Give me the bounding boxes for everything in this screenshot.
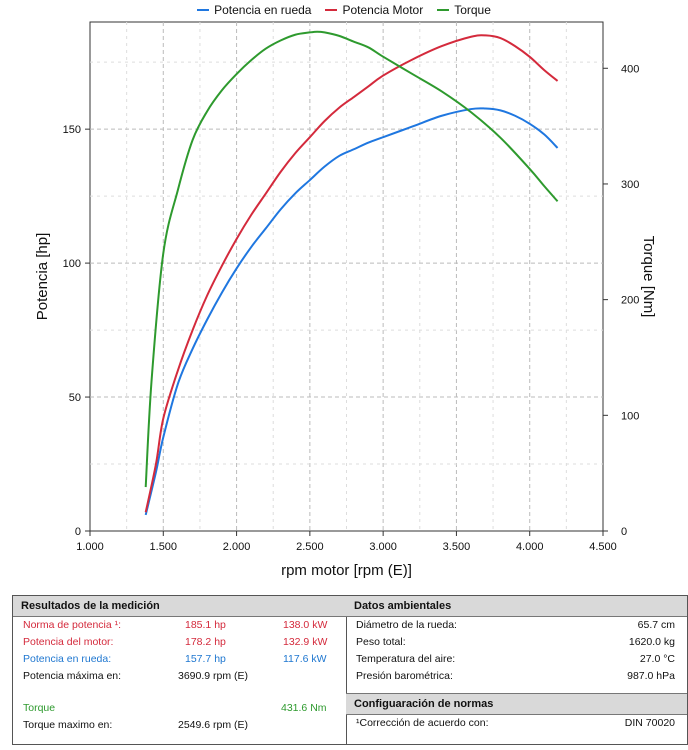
legend-swatch-torque bbox=[437, 9, 450, 11]
legend-item-torque[interactable]: Torque bbox=[437, 3, 491, 17]
norms-row: ¹Corrección de acuerdo con: DIN 70020 bbox=[346, 715, 687, 732]
series-line-torque bbox=[144, 30, 559, 488]
legend-item-rueda[interactable]: Potencia en rueda bbox=[197, 3, 311, 17]
x-tick-label: 2.500 bbox=[296, 541, 324, 553]
result-label: Torque bbox=[23, 702, 56, 714]
x-tick-label: 2.000 bbox=[223, 541, 251, 553]
result-row: Torque 431.6 Nm bbox=[13, 700, 346, 717]
norms-label: ¹Corrección de acuerdo con: bbox=[356, 717, 489, 729]
x-tick-label: 1.500 bbox=[150, 541, 178, 553]
ambient-row: Temperatura del aire: 27.0 °C bbox=[346, 651, 687, 668]
series-line-potencia-en-rueda bbox=[144, 107, 559, 516]
y-left-tick-label: 150 bbox=[63, 124, 81, 136]
y-right-tick-label: 300 bbox=[621, 179, 639, 191]
result-label: Torque maximo en: bbox=[23, 719, 113, 731]
ambient-row: Diámetro de la rueda: 65.7 cm bbox=[346, 617, 687, 634]
y-left-axis-label: Potencia [hp] bbox=[34, 233, 51, 321]
ambient-label: Diámetro de la rueda: bbox=[356, 619, 457, 631]
y-right-tick-label: 400 bbox=[621, 63, 639, 75]
chart-legend: Potencia en rueda Potencia Motor Torque bbox=[0, 3, 688, 17]
result-value-kw: 132.9 kW bbox=[283, 636, 328, 648]
series-line-potencia-motor bbox=[144, 34, 559, 513]
legend-swatch-motor bbox=[325, 9, 338, 11]
result-label: Potencia máxima en: bbox=[23, 670, 122, 682]
result-row: Potencia del motor: 178.2 hp 132.9 kW bbox=[13, 634, 346, 651]
ambient-row: Peso total: 1620.0 kg bbox=[346, 634, 687, 651]
result-label: Potencia en rueda: bbox=[23, 653, 112, 665]
result-row: Potencia en rueda: 157.7 hp 117.6 kW bbox=[13, 651, 346, 668]
ambient-label: Presión barométrica: bbox=[356, 670, 453, 682]
result-label: Potencia del motor: bbox=[23, 636, 114, 648]
ambient-value: 27.0 °C bbox=[639, 653, 675, 665]
result-value-hp: 157.7 hp bbox=[185, 653, 226, 665]
x-axis-label: rpm motor [rpm (E)] bbox=[281, 562, 412, 579]
y-right-axis-label: Torque [Nm] bbox=[640, 236, 657, 318]
legend-label-rueda: Potencia en rueda bbox=[214, 3, 312, 17]
x-tick-label: 3.500 bbox=[443, 541, 471, 553]
norms-section: Configuaración de normas ¹Corrección de … bbox=[346, 693, 687, 732]
ambient-row: Presión barométrica: 987.0 hPa bbox=[346, 668, 687, 685]
result-spacer bbox=[13, 685, 346, 700]
y-left-tick-label: 0 bbox=[75, 526, 81, 538]
legend-item-motor[interactable]: Potencia Motor bbox=[325, 3, 423, 17]
ambient-title: Datos ambientales bbox=[346, 596, 687, 617]
legend-swatch-rueda bbox=[197, 9, 210, 11]
result-value-kw: 138.0 kW bbox=[283, 619, 328, 631]
y-right-tick-label: 200 bbox=[621, 295, 639, 307]
ambient-section: Datos ambientales Diámetro de la rueda: … bbox=[346, 596, 687, 744]
ambient-value: 1620.0 kg bbox=[628, 636, 675, 648]
result-value-rpm: 2549.6 rpm (E) bbox=[178, 719, 249, 731]
result-value-nm: 431.6 Nm bbox=[281, 702, 327, 714]
x-tick-label: 4.000 bbox=[516, 541, 544, 553]
y-right-tick-label: 0 bbox=[621, 526, 627, 538]
result-value-hp: 178.2 hp bbox=[185, 636, 226, 648]
legend-label-motor: Potencia Motor bbox=[342, 3, 424, 17]
results-title: Resultados de la medición bbox=[13, 596, 346, 617]
results-tables: Resultados de la medición Norma de poten… bbox=[12, 595, 688, 745]
y-right-tick-label: 100 bbox=[621, 410, 639, 422]
ambient-value: 987.0 hPa bbox=[627, 670, 675, 682]
results-section: Resultados de la medición Norma de poten… bbox=[13, 596, 347, 744]
result-label: Norma de potencia ¹: bbox=[23, 619, 122, 631]
result-row: Torque maximo en: 2549.6 rpm (E) bbox=[13, 717, 346, 734]
norms-title: Configuaración de normas bbox=[346, 694, 687, 715]
result-row: Potencia máxima en: 3690.9 rpm (E) bbox=[13, 668, 346, 685]
ambient-label: Peso total: bbox=[356, 636, 406, 648]
power-torque-chart: 1.000 1.500 2.000 2.500 3.000 3.500 4.000 4.500… bbox=[34, 21, 657, 579]
result-value-hp: 185.1 hp bbox=[185, 619, 226, 631]
y-left-tick-label: 50 bbox=[69, 392, 81, 404]
x-tick-label: 1.000 bbox=[76, 541, 104, 553]
result-row: Norma de potencia ¹: 185.1 hp 138.0 kW bbox=[13, 617, 346, 634]
result-value-kw: 117.6 kW bbox=[283, 653, 327, 665]
ambient-label: Temperatura del aire: bbox=[356, 653, 456, 665]
result-value-rpm: 3690.9 rpm (E) bbox=[178, 670, 249, 682]
y-left-tick-label: 100 bbox=[63, 258, 81, 270]
x-tick-label: 3.000 bbox=[369, 541, 397, 553]
legend-label-torque: Torque bbox=[454, 3, 491, 17]
ambient-value: 65.7 cm bbox=[637, 619, 675, 631]
x-tick-label: 4.500 bbox=[589, 541, 617, 553]
norms-value: DIN 70020 bbox=[624, 717, 675, 729]
